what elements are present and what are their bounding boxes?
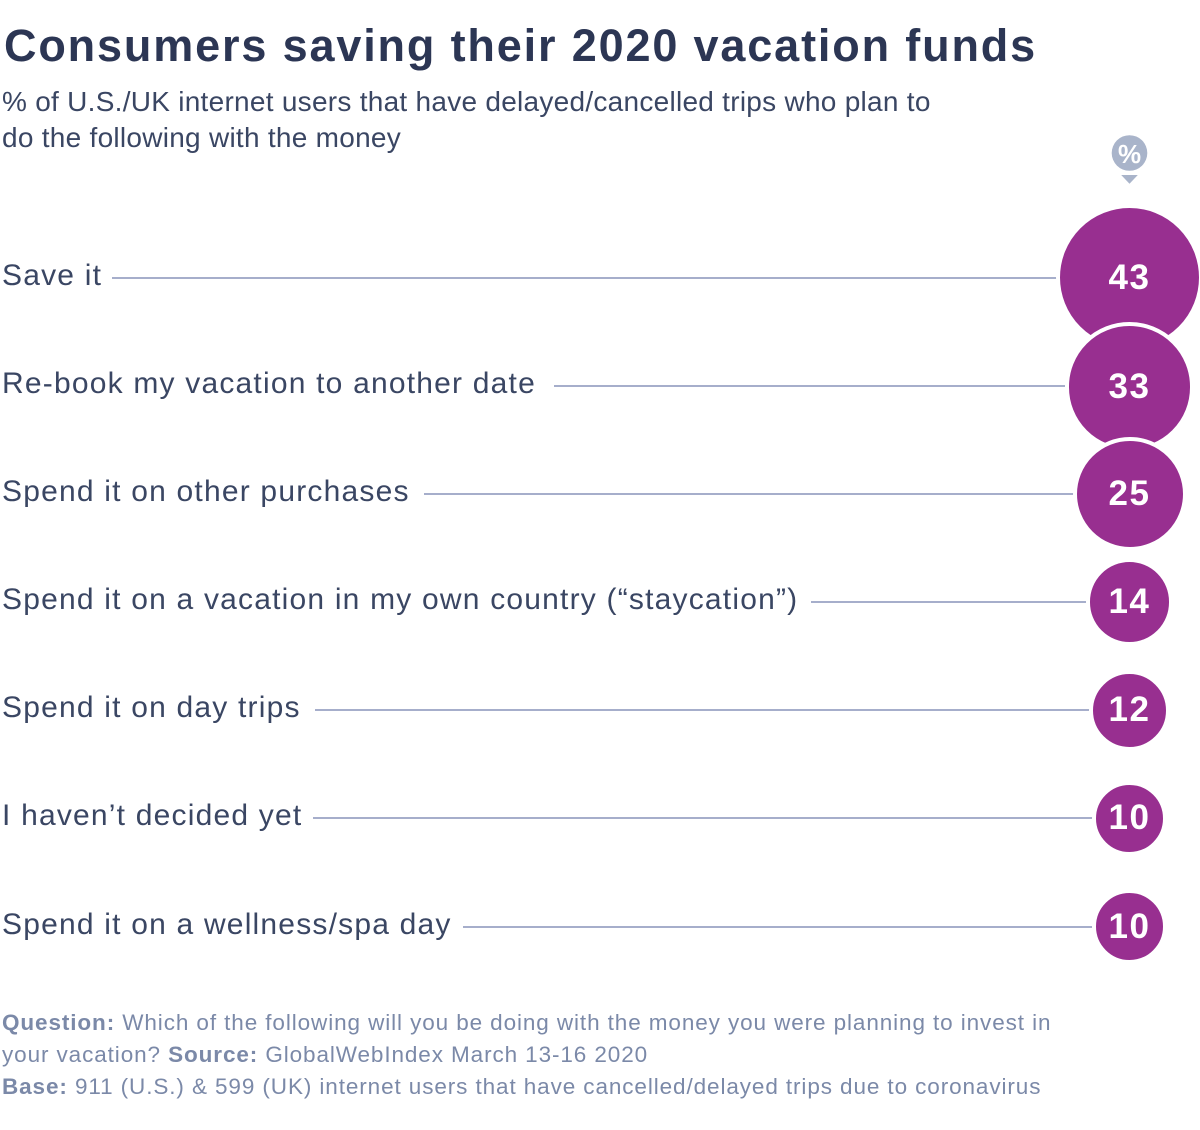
svg-text:%: % [1118, 139, 1141, 169]
